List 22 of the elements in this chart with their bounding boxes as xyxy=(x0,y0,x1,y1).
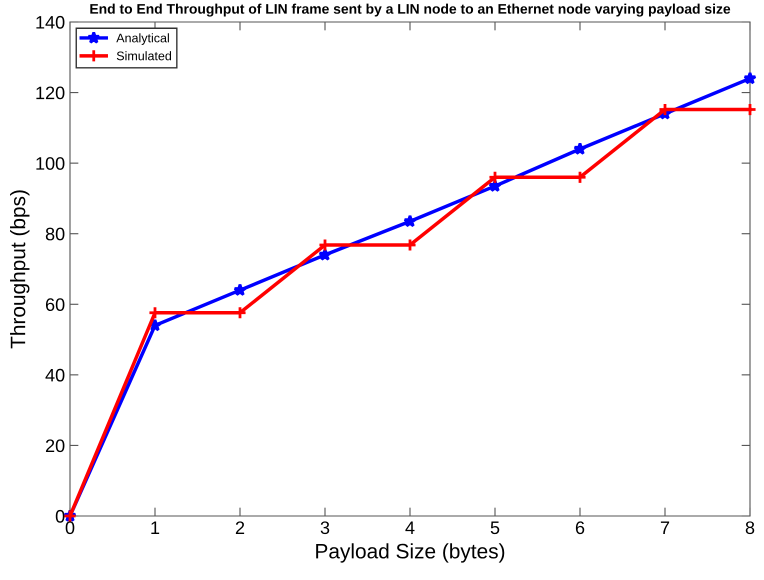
x-tick-label: 4 xyxy=(405,522,414,534)
legend-label: Simulated xyxy=(116,51,172,60)
y-tick-label: 60 xyxy=(46,298,64,312)
y-axis-title: Throughput (bps) xyxy=(10,190,30,348)
y-tick-label: 140 xyxy=(36,16,64,29)
x-tick-label: 6 xyxy=(576,521,584,534)
y-tick-label: 20 xyxy=(46,439,64,452)
y-tick-label: 100 xyxy=(36,157,64,170)
y-tick-label: 120 xyxy=(36,86,64,100)
y-tick-label: 80 xyxy=(46,228,64,240)
y-tick-label: 0 xyxy=(56,510,64,523)
x-tick-label: 3 xyxy=(320,521,330,534)
x-tick-label: 0 xyxy=(66,521,74,534)
legend-label: Analytical xyxy=(116,33,169,45)
x-tick-label: 7 xyxy=(660,522,670,534)
x-tick-label: 5 xyxy=(490,522,500,534)
y-tick-label: 40 xyxy=(45,368,64,382)
x-tick-label: 2 xyxy=(236,521,244,534)
x-tick-label: 1 xyxy=(151,522,160,534)
x-axis-title: Payload Size (bytes) xyxy=(316,543,504,563)
chart-title: End to End Throughput of LIN frame sent by a LIN node to an Ethernet node varying payload size xyxy=(90,4,730,17)
x-tick-label: 8 xyxy=(746,521,754,534)
